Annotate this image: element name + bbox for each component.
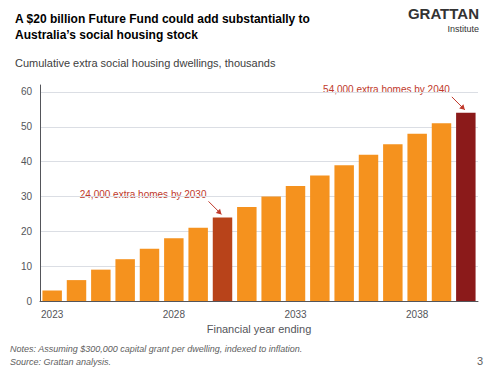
svg-text:2033: 2033 <box>284 309 307 320</box>
svg-text:Source: Grattan analysis.: Source: Grattan analysis. <box>10 357 111 367</box>
svg-text:30: 30 <box>21 191 33 202</box>
svg-text:Notes: Assuming $300,000 capit: Notes: Assuming $300,000 capital grant p… <box>10 344 302 354</box>
svg-text:2028: 2028 <box>163 309 186 320</box>
svg-text:2038: 2038 <box>406 309 429 320</box>
svg-text:0: 0 <box>26 296 32 307</box>
svg-text:GRATTAN: GRATTAN <box>408 5 479 22</box>
svg-text:A $20 billion Future Fund coul: A $20 billion Future Fund could add subs… <box>15 12 313 26</box>
svg-text:40: 40 <box>21 156 33 167</box>
svg-text:20: 20 <box>21 226 33 237</box>
svg-text:2023: 2023 <box>41 309 64 320</box>
svg-text:10: 10 <box>21 261 33 272</box>
svg-text:Financial year ending: Financial year ending <box>207 323 312 335</box>
svg-text:Cumulative extra social housin: Cumulative extra social housing dwelling… <box>15 57 276 69</box>
svg-text:Institute: Institute <box>447 24 479 34</box>
svg-text:3: 3 <box>477 355 483 367</box>
svg-text:24,000 extra homes by 2030: 24,000 extra homes by 2030 <box>80 189 207 200</box>
svg-text:60: 60 <box>21 86 33 97</box>
svg-text:50: 50 <box>21 121 33 132</box>
svg-text:Australia’s social housing sto: Australia’s social housing stock <box>15 28 198 42</box>
svg-text:54,000 extra homes by 2040: 54,000 extra homes by 2040 <box>323 84 450 95</box>
